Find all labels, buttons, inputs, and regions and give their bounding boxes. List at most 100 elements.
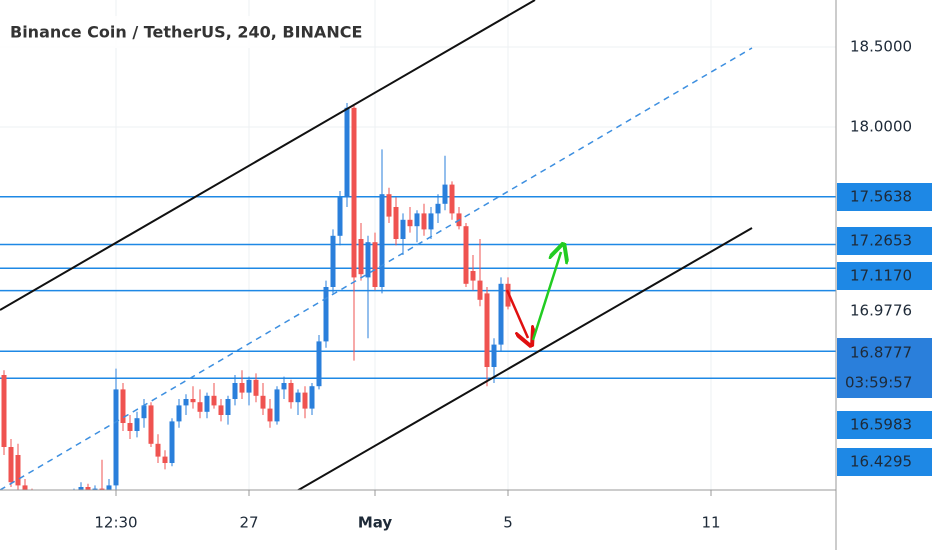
candle-body bbox=[239, 383, 245, 393]
candle-body bbox=[141, 405, 147, 419]
candle-body bbox=[267, 408, 273, 422]
candle-body bbox=[85, 487, 91, 490]
candle-body bbox=[72, 490, 77, 500]
candle-body bbox=[302, 392, 308, 409]
candle-body bbox=[218, 405, 224, 415]
candle-body bbox=[127, 423, 133, 431]
price-line-label: 17.2653 bbox=[850, 232, 912, 250]
channel-upper bbox=[0, 0, 536, 311]
candle-body bbox=[470, 271, 476, 281]
candle-body bbox=[407, 219, 413, 227]
axis-labels: 18.5000 18.0000 12:30 27 May 5 11 17.5638 17.265… bbox=[94, 38, 932, 532]
candle-body bbox=[190, 399, 196, 403]
x-tick-label: 12:30 bbox=[94, 514, 137, 532]
price-line-label-bg bbox=[837, 448, 932, 476]
candle-body bbox=[44, 503, 49, 506]
candle-body bbox=[162, 456, 168, 463]
price-line-label: 16.5983 bbox=[850, 416, 912, 434]
candle-body bbox=[37, 501, 42, 506]
current-price-bg bbox=[837, 338, 932, 398]
candle-body bbox=[393, 207, 399, 239]
candle-body bbox=[372, 242, 378, 287]
price-line-label: 16.4295 bbox=[850, 453, 912, 471]
candle-body bbox=[295, 392, 301, 403]
title-bg bbox=[0, 16, 340, 48]
candle-body bbox=[92, 488, 98, 490]
candle-body bbox=[484, 293, 490, 367]
channel-lower bbox=[296, 227, 753, 490]
candle-body bbox=[148, 405, 154, 444]
candle-body bbox=[344, 107, 350, 198]
price-line-label: 17.1170 bbox=[850, 267, 912, 285]
candle-body bbox=[358, 239, 364, 275]
price-line-label: 17.5638 bbox=[850, 188, 912, 206]
x-tick-label: 5 bbox=[503, 514, 513, 532]
candle-body bbox=[211, 395, 217, 406]
candle-body bbox=[58, 498, 63, 504]
candle-body bbox=[351, 107, 357, 278]
candle-body bbox=[78, 487, 84, 490]
candle-body bbox=[183, 399, 189, 406]
candle-body bbox=[30, 495, 35, 501]
candle-body bbox=[225, 399, 231, 415]
candle-body bbox=[463, 226, 469, 284]
candle-body bbox=[379, 194, 385, 287]
candle-body bbox=[113, 389, 119, 486]
candle-body bbox=[386, 194, 392, 217]
candle-body bbox=[204, 395, 210, 412]
candle-body bbox=[176, 405, 182, 422]
price-line-label-bg bbox=[837, 183, 932, 211]
candle-body bbox=[498, 283, 504, 345]
arrow-down bbox=[505, 289, 528, 338]
candle-body bbox=[22, 485, 28, 490]
price-line-label: 16.9776 bbox=[850, 302, 912, 320]
drawings bbox=[0, 0, 753, 490]
candle-body bbox=[51, 498, 56, 503]
candle-body bbox=[246, 379, 252, 393]
candle-body bbox=[99, 488, 105, 490]
y-tick-label: 18.5000 bbox=[850, 38, 912, 56]
chart-title: Binance Coin / TetherUS, 240, BINANCE bbox=[10, 23, 362, 42]
candle-body bbox=[197, 402, 203, 412]
candle-body bbox=[442, 184, 448, 204]
candle-body bbox=[169, 421, 175, 463]
candle-body bbox=[309, 386, 315, 409]
current-price-label: 16.8777 bbox=[850, 344, 912, 362]
candle-body bbox=[414, 213, 420, 227]
price-line-label-bg bbox=[837, 262, 932, 290]
candle-body bbox=[120, 389, 126, 423]
price-line-label-bg bbox=[837, 297, 932, 325]
x-tick-label: 27 bbox=[239, 514, 258, 532]
candle-body bbox=[491, 344, 497, 367]
candle-body bbox=[449, 184, 455, 214]
candle-body bbox=[288, 383, 294, 403]
candle-body bbox=[365, 242, 371, 278]
candle-body bbox=[316, 341, 322, 387]
candle-body bbox=[253, 379, 259, 396]
candle-body bbox=[260, 395, 266, 409]
price-line-label-bg bbox=[837, 411, 932, 439]
channel-midline bbox=[0, 47, 753, 490]
candle-body bbox=[134, 418, 140, 431]
candle-body bbox=[15, 455, 21, 486]
arrow-up bbox=[531, 252, 561, 341]
candle-body bbox=[8, 447, 14, 483]
candles bbox=[1, 103, 511, 506]
candle-body bbox=[106, 485, 112, 490]
candle-body bbox=[428, 213, 434, 230]
candle-body bbox=[1, 375, 7, 447]
candle-body bbox=[155, 443, 161, 457]
candle-body bbox=[232, 383, 238, 399]
candle-body bbox=[65, 500, 70, 505]
candle-body bbox=[400, 219, 406, 239]
candle-body bbox=[330, 235, 336, 287]
candle-body bbox=[274, 389, 280, 422]
candle-body bbox=[281, 383, 287, 390]
candle-body bbox=[435, 203, 441, 214]
price-line-label-bg bbox=[837, 227, 932, 255]
y-tick-label: 18.0000 bbox=[850, 118, 912, 136]
countdown: 03:59:57 bbox=[845, 374, 912, 392]
candle-body bbox=[477, 280, 483, 300]
candle-body bbox=[323, 287, 329, 342]
